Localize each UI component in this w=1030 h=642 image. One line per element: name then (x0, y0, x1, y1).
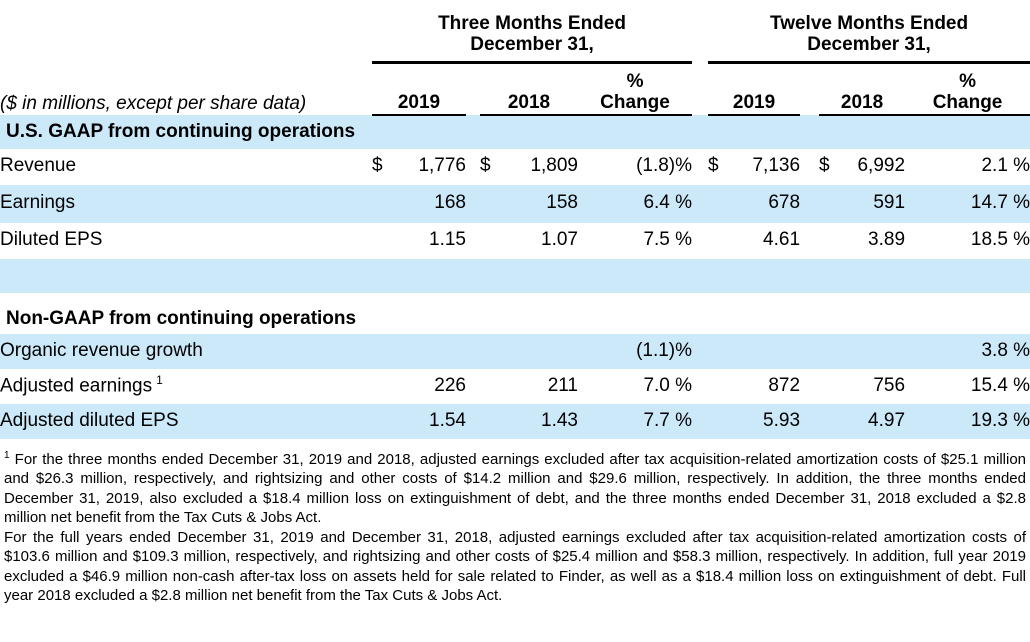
row-label-diluted-eps: Diluted EPS (0, 229, 103, 251)
adjusted-earnings-3mo-2018: 211 (547, 374, 578, 396)
column-header-row: ($ in millions, except per share data) 2… (0, 62, 1030, 116)
footnote-block: 1 For the three months ended December 31… (0, 450, 1030, 606)
col-gap (466, 63, 480, 115)
footnote-paragraph-2: For the full years ended December 31, 20… (4, 528, 1026, 605)
col-gap (800, 63, 819, 115)
adjusted-diluted-eps-12mo-pct: 19.3 % (970, 409, 1030, 431)
adjusted-diluted-eps-12mo-2018: 4.97 (868, 409, 906, 431)
table-row-revenue: Revenue $1,776 $1,809 (1.8)% $7,136 $6,9… (0, 149, 1030, 185)
col-3mo-pct-change: % Change (578, 62, 693, 116)
earnings-3mo-2018: 158 (546, 192, 578, 214)
earnings-3mo-pct: 6.4 % (643, 192, 693, 214)
table-row-diluted-eps: Diluted EPS 1.15 1.07 7.5 % 4.61 3.89 18… (0, 223, 1030, 259)
adjusted-earnings-3mo-2019: 226 (434, 374, 466, 396)
pct-symbol: % (959, 70, 976, 92)
unit-note: ($ in millions, except per share data) (0, 92, 307, 114)
earnings-12mo-2019: 678 (768, 192, 801, 214)
col-12mo-pct-change: % Change (905, 62, 1030, 116)
twelve-months-line1: Twelve Months Ended (770, 12, 969, 34)
footnote-marker: 1 (4, 449, 10, 461)
section-non-gaap: Non-GAAP from continuing operations (0, 306, 1030, 334)
pct-word: Change (600, 91, 670, 113)
table-row-adjusted-earnings: Adjusted earnings 1 226 211 7.0 % 872 756… (0, 369, 1030, 404)
twelve-months-header: Twelve Months Ended December 31, (708, 8, 1030, 64)
section-us-gaap-label: U.S. GAAP from continuing operations (6, 120, 356, 142)
revenue-12mo-2018: $6,992 (819, 155, 906, 177)
diluted-eps-12mo-2018: 3.89 (868, 229, 906, 251)
twelve-months-line2: December 31, (807, 33, 931, 55)
col-gap (692, 63, 708, 115)
section-us-gaap: U.S. GAAP from continuing operations (0, 114, 1030, 149)
earnings-3mo-2019: 168 (434, 192, 466, 214)
organic-12mo-pct: 3.8 % (981, 339, 1030, 361)
col-12mo-2018: 2018 (819, 62, 906, 116)
table-row-earnings: Earnings 168 158 6.4 % 678 591 14.7 % (0, 184, 1030, 223)
table-row-adjusted-diluted-eps: Adjusted diluted EPS 1.54 1.43 7.7 % 5.9… (0, 403, 1030, 439)
adjusted-diluted-eps-3mo-2019: 1.54 (429, 409, 466, 431)
diluted-eps-3mo-2018: 1.07 (541, 229, 578, 251)
adjusted-earnings-12mo-pct: 15.4 % (970, 374, 1030, 396)
col-3mo-2018: 2018 (480, 62, 578, 116)
spacer-row-blue (0, 258, 1030, 293)
three-months-line2: December 31, (470, 33, 594, 55)
col-3mo-2019: 2019 (372, 62, 466, 116)
row-label-adjusted-earnings: Adjusted earnings 1 (0, 373, 163, 397)
period-header-row: Three Months Ended December 31, Twelve M… (0, 8, 1030, 64)
col-12mo-2019: 2019 (708, 62, 801, 116)
revenue-3mo-2019: $1,776 (372, 155, 466, 177)
row-label-organic-revenue-growth: Organic revenue growth (0, 339, 203, 361)
pct-symbol: % (626, 70, 644, 92)
spacer-row-white (0, 293, 1030, 306)
adjusted-earnings-3mo-pct: 7.0 % (643, 374, 693, 396)
diluted-eps-12mo-pct: 18.5 % (970, 229, 1030, 251)
financial-results-table: Three Months Ended December 31, Twelve M… (0, 8, 1030, 439)
organic-3mo-pct: (1.1)% (636, 339, 693, 361)
earnings-12mo-2018: 591 (873, 192, 906, 214)
three-months-line1: Three Months Ended (438, 12, 626, 34)
row-label-earnings: Earnings (0, 192, 75, 214)
table-row-organic-revenue-growth: Organic revenue growth (1.1)% 3.8 % (0, 333, 1030, 369)
footnote-paragraph-1: 1 For the three months ended December 31… (4, 449, 1027, 526)
revenue-12mo-2019: $7,136 (708, 155, 801, 177)
adjusted-earnings-12mo-2018: 756 (873, 374, 906, 396)
revenue-3mo-pct: (1.8)% (636, 155, 693, 177)
adjusted-diluted-eps-3mo-pct: 7.7 % (643, 409, 693, 431)
dollar-sign: $ (480, 155, 491, 177)
three-months-header: Three Months Ended December 31, (372, 8, 693, 64)
adjusted-diluted-eps-12mo-2019: 5.93 (763, 409, 801, 431)
diluted-eps-3mo-2019: 1.15 (429, 229, 466, 251)
footnote-reference: 1 (156, 373, 163, 388)
dollar-sign: $ (819, 155, 830, 177)
row-label-adjusted-diluted-eps: Adjusted diluted EPS (0, 409, 179, 431)
dollar-sign: $ (372, 155, 383, 177)
group-gap (692, 8, 708, 63)
adjusted-diluted-eps-3mo-2018: 1.43 (541, 409, 578, 431)
pct-word: Change (932, 91, 1003, 113)
adjusted-earnings-12mo-2019: 872 (768, 374, 801, 396)
dollar-sign: $ (708, 155, 719, 177)
earnings-12mo-pct: 14.7 % (970, 192, 1030, 214)
revenue-12mo-pct: 2.1 % (981, 155, 1030, 177)
diluted-eps-3mo-pct: 7.5 % (643, 229, 693, 251)
diluted-eps-12mo-2019: 4.61 (763, 229, 801, 251)
corner-blank (0, 8, 372, 63)
row-label-revenue: Revenue (0, 155, 77, 177)
revenue-3mo-2018: $1,809 (480, 155, 578, 177)
section-non-gaap-label: Non-GAAP from continuing operations (6, 308, 357, 330)
